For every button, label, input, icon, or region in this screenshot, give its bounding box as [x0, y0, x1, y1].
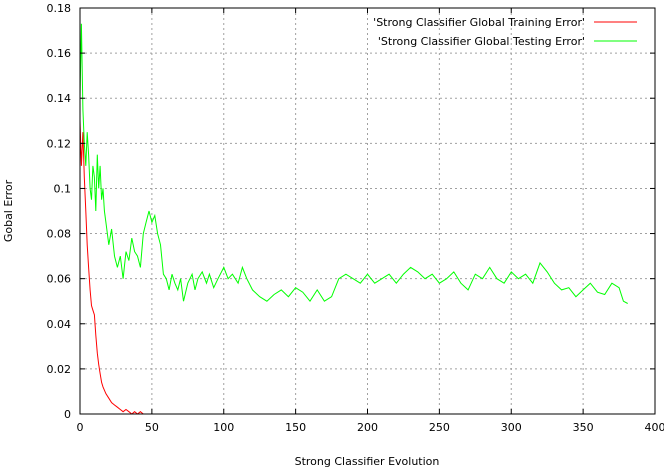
- y-tick-label: 0.16: [47, 47, 72, 60]
- legend-label: 'Strong Classifier Global Training Error…: [373, 16, 585, 29]
- y-tick-label: 0.02: [47, 363, 72, 376]
- legend: 'Strong Classifier Global Training Error…: [373, 16, 637, 48]
- y-tick-label: 0.1: [54, 182, 72, 195]
- y-tick-label: 0.04: [47, 318, 72, 331]
- y-tick-label: 0: [64, 408, 71, 421]
- y-tick-label: 0.12: [47, 137, 72, 150]
- series-line-1: [79, 23, 628, 304]
- x-tick-label: 50: [145, 421, 159, 434]
- y-axis-label: Gobal Error: [2, 179, 15, 242]
- y-tick-label: 0.18: [47, 2, 72, 15]
- x-tick-label: 200: [357, 421, 378, 434]
- series-line-0: [79, 120, 145, 415]
- x-axis-label: Strong Classifier Evolution: [295, 455, 440, 468]
- x-tick-label: 300: [501, 421, 522, 434]
- y-tick-label: 0.14: [47, 92, 72, 105]
- grid: [80, 8, 655, 414]
- legend-label: 'Strong Classifier Global Testing Error': [378, 35, 585, 48]
- series-lines: [79, 23, 628, 415]
- y-tick-label: 0.06: [47, 273, 72, 286]
- x-tick-label: 350: [573, 421, 594, 434]
- x-tick-label: 250: [429, 421, 450, 434]
- x-tick-label: 400: [645, 421, 664, 434]
- y-tick-label: 0.08: [47, 228, 72, 241]
- x-tick-label: 0: [77, 421, 84, 434]
- x-tick-label: 150: [285, 421, 306, 434]
- axis-ticks: 0 50 100 150 200 250 300 350 400 0 0.02 0.04 0.06 0.0…: [47, 2, 664, 434]
- x-tick-label: 100: [213, 421, 234, 434]
